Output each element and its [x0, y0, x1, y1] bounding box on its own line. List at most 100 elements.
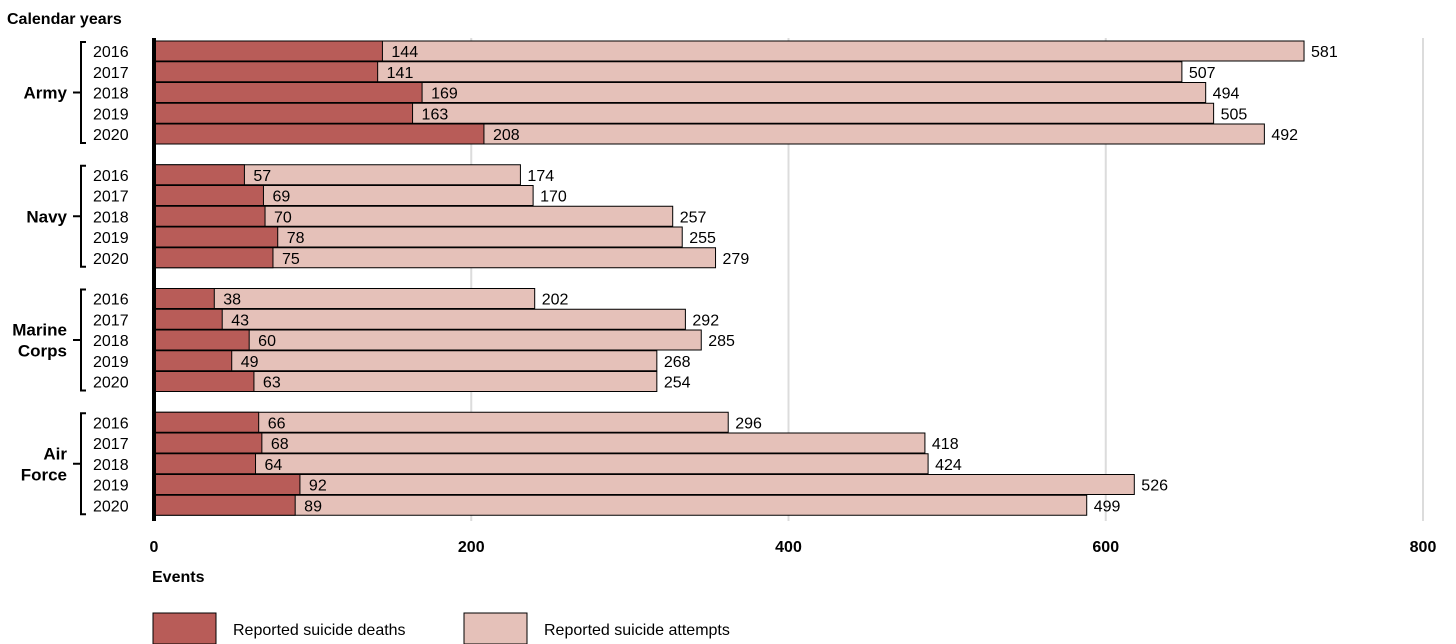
data-label-attempts: 424 — [935, 457, 962, 474]
data-label-deaths: 169 — [431, 86, 458, 103]
group-bracket — [80, 288, 86, 392]
year-label: 2019 — [93, 230, 129, 247]
data-label-deaths: 64 — [265, 457, 283, 474]
year-label: 2020 — [93, 498, 129, 515]
data-label-deaths: 163 — [422, 106, 449, 123]
group-bracket — [80, 164, 86, 268]
data-label-deaths: 70 — [274, 209, 292, 226]
data-label-deaths: 208 — [493, 127, 520, 144]
legend-swatch — [152, 612, 217, 644]
bar-deaths — [153, 123, 485, 145]
data-label-attempts: 505 — [1221, 106, 1248, 123]
legend-swatch — [463, 612, 528, 644]
group-bracket — [80, 412, 86, 516]
year-label: 2018 — [93, 457, 129, 474]
group-label: Army — [24, 84, 68, 103]
data-label-attempts: 292 — [692, 312, 719, 329]
data-label-attempts: 268 — [664, 354, 691, 371]
data-label-attempts: 418 — [932, 436, 959, 453]
data-label-attempts: 255 — [689, 230, 716, 247]
x-tick-label: 400 — [775, 539, 802, 556]
legend-label: Reported suicide deaths — [233, 622, 406, 639]
bar-deaths — [153, 102, 414, 124]
bar-deaths — [153, 371, 255, 392]
data-label-deaths: 141 — [387, 65, 414, 82]
bar-deaths — [153, 432, 263, 454]
year-label: 2016 — [93, 44, 129, 61]
year-label: 2018 — [93, 333, 129, 350]
data-label-deaths: 43 — [231, 312, 249, 329]
group-bracket — [80, 41, 86, 144]
year-label: 2019 — [93, 354, 129, 371]
data-label-attempts: 492 — [1271, 127, 1298, 144]
data-label-deaths: 66 — [268, 415, 286, 432]
data-label-deaths: 57 — [253, 168, 271, 185]
x-tick-label: 0 — [150, 539, 159, 556]
bar-deaths — [153, 453, 257, 475]
bar-deaths — [153, 164, 245, 186]
legend: Reported suicide deaths Reported suicide … — [152, 612, 730, 644]
group-label: Navy — [26, 207, 67, 226]
data-label-deaths: 69 — [272, 189, 290, 206]
group-label: Marine — [12, 321, 67, 340]
year-label: 2016 — [93, 292, 129, 309]
data-label-deaths: 38 — [223, 292, 241, 309]
year-label: 2020 — [93, 375, 129, 392]
year-label: 2019 — [93, 106, 129, 123]
bar-deaths — [153, 329, 250, 351]
year-label: 2020 — [93, 127, 129, 144]
bar-attempts — [153, 474, 1135, 495]
bar-deaths — [153, 185, 264, 206]
data-label-deaths: 78 — [287, 230, 305, 247]
bar-deaths — [153, 82, 423, 103]
data-label-deaths: 144 — [391, 44, 418, 61]
bar-deaths — [153, 308, 223, 330]
year-label: 2018 — [93, 209, 129, 226]
bar-deaths — [153, 411, 260, 433]
year-label: 2016 — [93, 415, 129, 432]
data-label-attempts: 174 — [527, 168, 554, 185]
bar-deaths — [153, 494, 296, 516]
data-label-attempts: 494 — [1213, 86, 1240, 103]
x-axis-ticks: 0 200 400 600 800 — [150, 539, 1437, 556]
year-label: 2016 — [93, 168, 129, 185]
bar-deaths — [153, 205, 266, 227]
year-label: 2020 — [93, 251, 129, 268]
bar-deaths — [153, 226, 279, 248]
data-label-attempts: 257 — [680, 209, 707, 226]
group-label: Force — [21, 465, 67, 484]
year-label: 2019 — [93, 478, 129, 495]
bar-deaths — [153, 350, 233, 372]
group-label: Air — [43, 444, 67, 463]
data-label-deaths: 92 — [309, 478, 327, 495]
data-label-deaths: 89 — [304, 498, 322, 515]
data-label-deaths: 49 — [241, 354, 259, 371]
data-label-deaths: 60 — [258, 333, 276, 350]
chart-title: Calendar years — [7, 11, 122, 28]
data-label-deaths: 63 — [263, 375, 281, 392]
data-label-attempts: 507 — [1189, 65, 1216, 82]
bar-deaths — [153, 288, 215, 309]
data-label-attempts: 526 — [1141, 478, 1168, 495]
legend-label: Reported suicide attempts — [544, 622, 730, 639]
data-label-attempts: 285 — [708, 333, 735, 350]
data-label-attempts: 279 — [723, 251, 750, 268]
x-tick-label: 800 — [1410, 539, 1437, 556]
year-label: 2017 — [93, 189, 129, 206]
year-label: 2017 — [93, 312, 129, 329]
bar-deaths — [153, 61, 379, 83]
year-label: 2017 — [93, 436, 129, 453]
year-label: 2018 — [93, 86, 129, 103]
data-label-attempts: 581 — [1311, 44, 1338, 61]
x-tick-label: 600 — [1092, 539, 1119, 556]
bar-deaths — [153, 474, 301, 495]
data-label-attempts: 296 — [735, 415, 762, 432]
x-axis-label: Events — [152, 569, 205, 586]
data-label-attempts: 202 — [542, 292, 569, 309]
data-label-attempts: 170 — [540, 189, 567, 206]
bar-attempts — [153, 432, 926, 454]
data-label-attempts: 499 — [1094, 498, 1121, 515]
data-label-attempts: 254 — [664, 375, 691, 392]
